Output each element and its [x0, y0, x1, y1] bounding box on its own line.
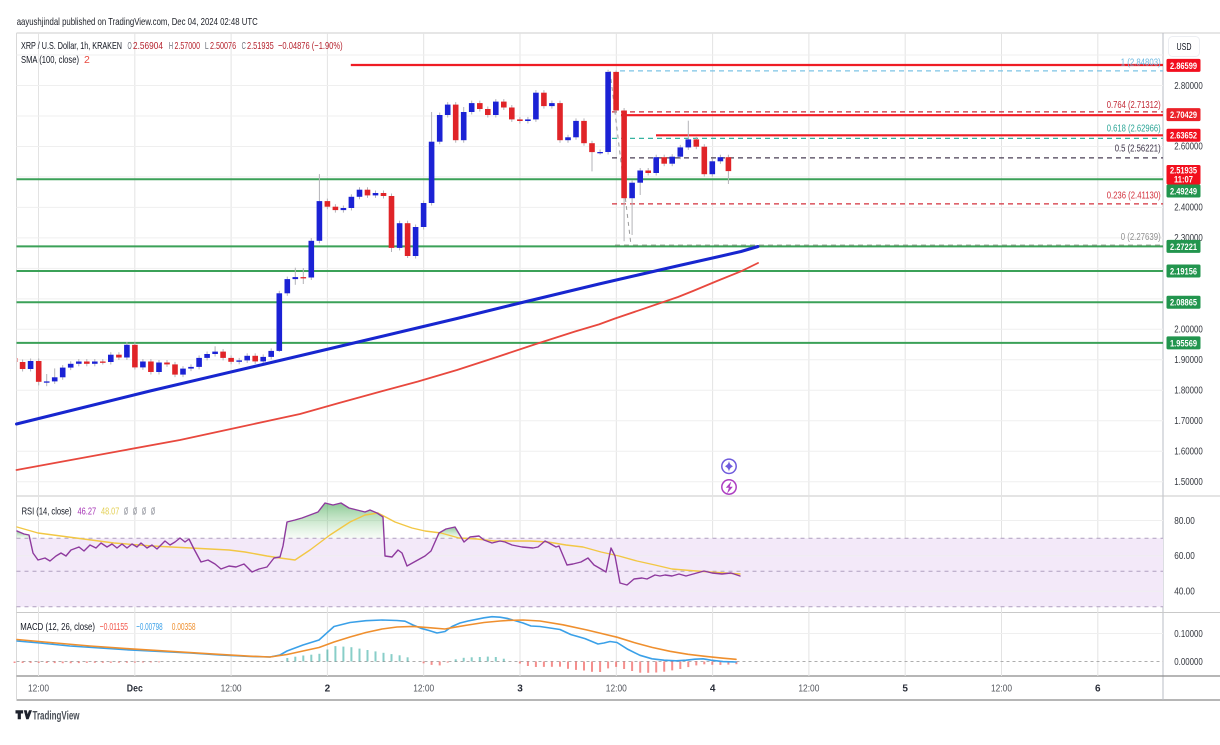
svg-text:Ø: Ø [151, 506, 155, 518]
svg-text:2: 2 [325, 684, 331, 695]
svg-text:2.40000: 2.40000 [1174, 203, 1203, 214]
svg-text:1.80000: 1.80000 [1174, 386, 1203, 397]
svg-text:40.00: 40.00 [1174, 586, 1195, 597]
svg-text:12:00: 12:00 [798, 684, 819, 695]
svg-text:2.00000: 2.00000 [1174, 325, 1203, 336]
svg-text:12:00: 12:00 [991, 684, 1012, 695]
svg-text:H: H [169, 40, 173, 52]
svg-text:12:00: 12:00 [221, 684, 242, 695]
svg-text:0.5 (2.56221): 0.5 (2.56221) [1115, 144, 1161, 155]
svg-text:0.00000: 0.00000 [1174, 657, 1203, 668]
svg-text:2.57000: 2.57000 [175, 40, 201, 52]
svg-text:Ø: Ø [142, 506, 146, 518]
svg-text:2.70429: 2.70429 [1170, 110, 1197, 121]
svg-text:2.27221: 2.27221 [1170, 242, 1198, 253]
svg-text:Ø: Ø [124, 506, 128, 518]
svg-text:Ø: Ø [133, 506, 137, 518]
svg-text:2: 2 [84, 54, 90, 66]
svg-text:RSI (14, close): RSI (14, close) [22, 506, 72, 518]
svg-text:0.10000: 0.10000 [1174, 629, 1203, 640]
svg-text:2.86599: 2.86599 [1170, 61, 1197, 72]
svg-text:2.49249: 2.49249 [1170, 186, 1197, 197]
svg-text:0.236 (2.41130): 0.236 (2.41130) [1107, 190, 1161, 201]
svg-text:1.90000: 1.90000 [1174, 355, 1203, 366]
svg-text:−0.00798: −0.00798 [136, 621, 162, 633]
svg-text:1.95569: 1.95569 [1170, 338, 1197, 349]
svg-text:4: 4 [710, 684, 716, 695]
svg-text:−0.04876 (−1.90%): −0.04876 (−1.90%) [278, 40, 343, 52]
svg-text:TradingView: TradingView [33, 709, 80, 723]
svg-text:Dec: Dec [127, 684, 143, 695]
svg-text:2.30000: 2.30000 [1174, 233, 1203, 244]
svg-text:2.08865: 2.08865 [1170, 298, 1198, 309]
svg-text:2.50076: 2.50076 [210, 40, 236, 52]
svg-text:SMA (100, close): SMA (100, close) [21, 54, 79, 66]
svg-text:1.60000: 1.60000 [1174, 447, 1203, 458]
svg-text:2.63652: 2.63652 [1170, 131, 1197, 142]
svg-text:2.51935: 2.51935 [247, 40, 274, 52]
svg-text:48.07: 48.07 [101, 506, 119, 518]
svg-text:12:00: 12:00 [28, 684, 49, 695]
svg-text:aayushjindal published on Trad: aayushjindal published on TradingView.co… [17, 16, 258, 28]
svg-text:6: 6 [1095, 684, 1101, 695]
svg-text:1.50000: 1.50000 [1174, 477, 1203, 488]
svg-text:USD: USD [1177, 42, 1192, 53]
svg-text:12:00: 12:00 [413, 684, 434, 695]
svg-text:0.618 (2.62966): 0.618 (2.62966) [1107, 124, 1161, 135]
svg-text:0.00358: 0.00358 [172, 621, 196, 633]
svg-text:2.56904: 2.56904 [133, 40, 163, 52]
svg-text:2.60000: 2.60000 [1174, 142, 1203, 153]
svg-text:L: L [205, 40, 209, 52]
svg-text:XRP / U.S. Dollar, 1h, KRAKEN: XRP / U.S. Dollar, 1h, KRAKEN [21, 40, 122, 52]
svg-text:5: 5 [902, 684, 908, 695]
svg-text:0.764 (2.71312): 0.764 (2.71312) [1107, 100, 1161, 111]
svg-text:−0.01155: −0.01155 [100, 621, 129, 633]
svg-text:1.70000: 1.70000 [1174, 416, 1203, 427]
svg-text:0 (2.27639): 0 (2.27639) [1121, 232, 1161, 243]
svg-text:O: O [128, 40, 132, 52]
svg-text:3: 3 [517, 684, 523, 695]
svg-text:2.19156: 2.19156 [1170, 266, 1197, 277]
svg-text:60.00: 60.00 [1174, 551, 1195, 562]
svg-text:2.51935: 2.51935 [1170, 166, 1198, 177]
svg-text:12:00: 12:00 [606, 684, 627, 695]
svg-text:2.80000: 2.80000 [1174, 81, 1203, 92]
svg-text:80.00: 80.00 [1174, 516, 1195, 527]
svg-text:46.27: 46.27 [78, 506, 97, 518]
svg-text:11:07: 11:07 [1174, 174, 1193, 185]
svg-text:MACD (12, 26, close): MACD (12, 26, close) [20, 621, 95, 633]
svg-text:C: C [242, 40, 246, 52]
svg-text:1 (2.84803): 1 (2.84803) [1121, 58, 1161, 69]
